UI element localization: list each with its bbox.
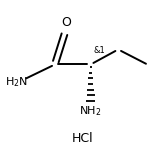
Text: H$_2$N: H$_2$N [4,76,28,89]
Text: &1: &1 [93,47,105,55]
Text: HCl: HCl [72,132,93,145]
Text: NH$_2$: NH$_2$ [79,104,102,118]
Text: O: O [61,16,71,29]
